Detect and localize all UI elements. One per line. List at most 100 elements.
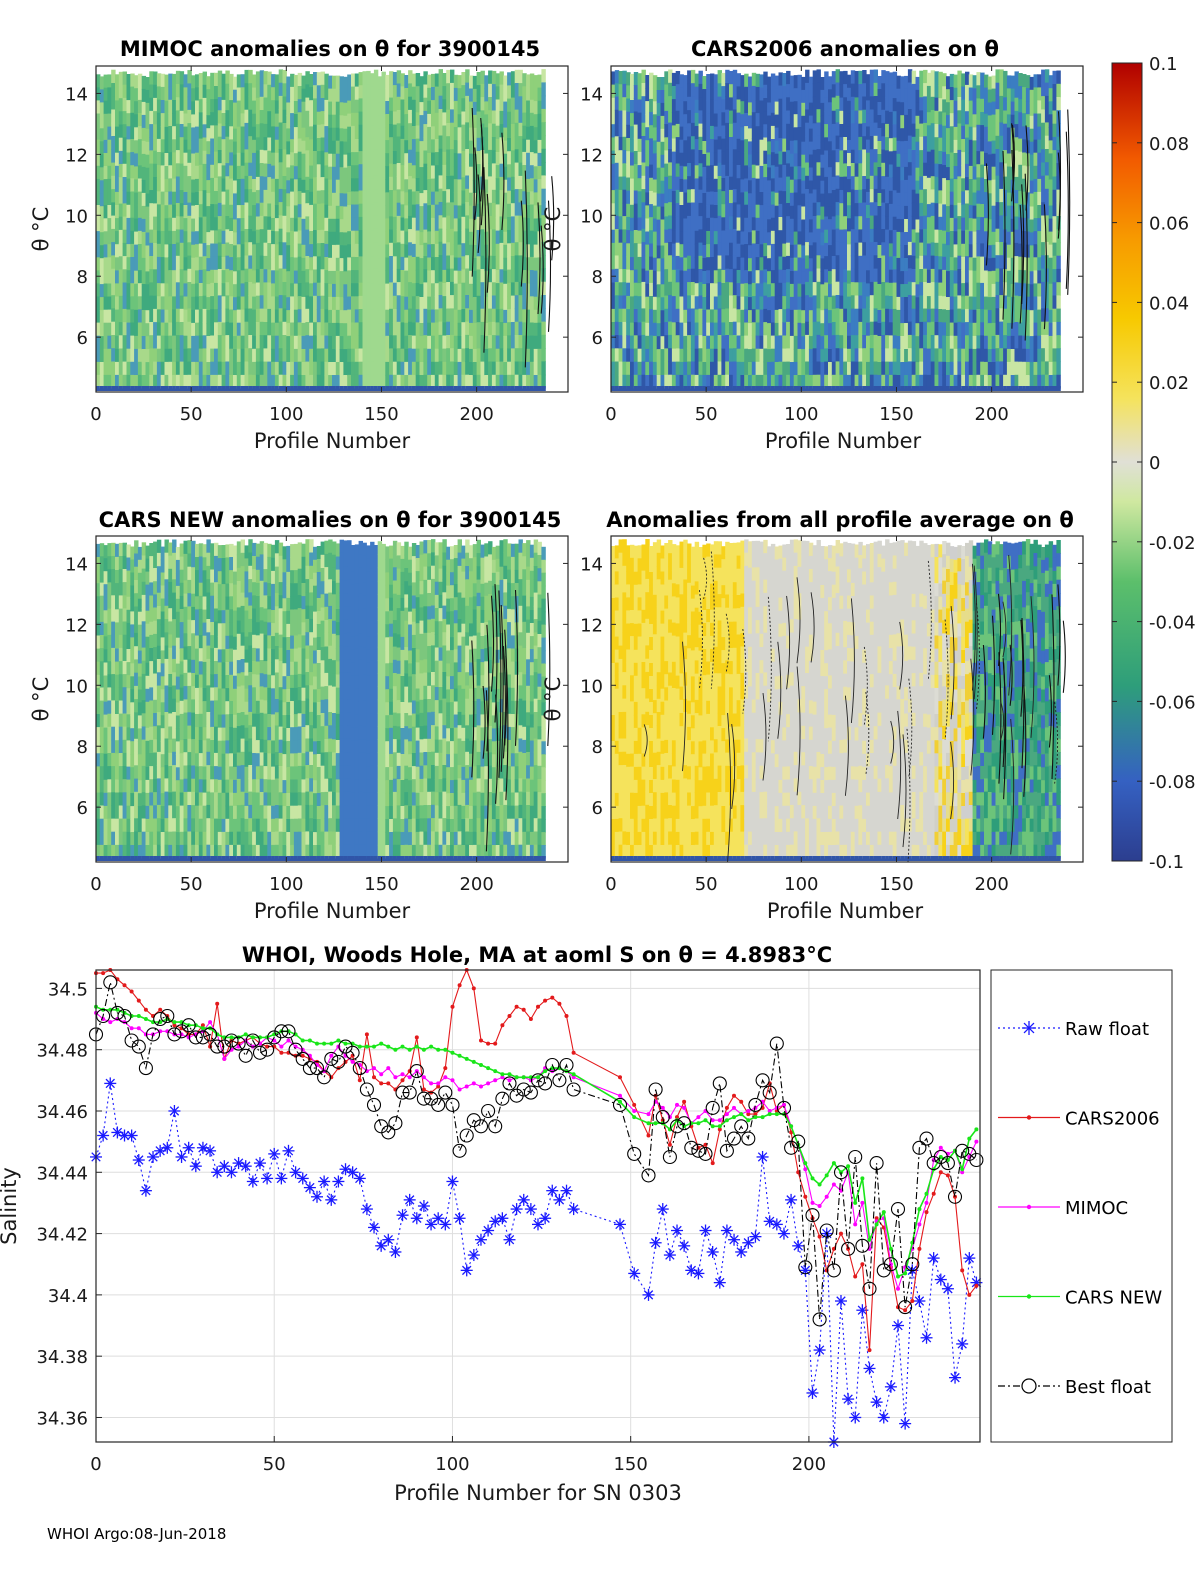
heatmap-cell [118,374,124,389]
heatmap-cell [507,374,512,389]
heatmap-cell [472,153,478,168]
heatmap-cell [183,113,188,128]
heatmap-cell [210,374,215,389]
heatmap-cell [683,114,688,128]
heatmap-cell [343,375,348,389]
heatmap-cell [438,162,443,176]
heatmap-cell [358,269,363,284]
heatmap-cell [293,205,299,219]
heatmap-cell [618,361,623,376]
heatmap-cell [96,283,101,298]
heatmap-cell [195,257,200,271]
heatmap-cell [690,321,696,336]
heatmap-cell [255,97,261,112]
heatmap-cell [507,322,512,336]
heatmap-cell [244,215,249,230]
heatmap-cell [111,242,116,256]
heatmap-cell [518,202,523,217]
heatmap-cell [415,191,421,205]
heatmap-cell [354,374,360,389]
heatmap-cell [767,245,772,259]
heatmap-cell [633,282,639,297]
heatmap-cell [278,149,284,163]
heatmap-cell [404,283,409,298]
heatmap-cell [858,282,863,297]
heatmap-cell [774,153,780,168]
heatmap-cell [694,257,700,271]
heatmap-cell [160,270,166,284]
heatmap-cell [514,175,520,190]
heatmap-cell [118,203,124,218]
heatmap-cell [221,191,226,206]
heatmap-cell [373,334,379,349]
heatmap-cell [649,177,654,192]
heatmap-cell [137,126,143,140]
heatmap-cell [392,243,398,257]
heatmap-cell [732,281,738,296]
heatmap-cell [373,149,379,164]
heatmap-cell [160,73,166,88]
heatmap-cell [668,82,673,97]
heatmap-cell [873,255,878,270]
heatmap-cell [461,177,466,192]
heatmap-cell [107,165,112,180]
heatmap-cell [115,231,120,245]
heatmap-cell [522,99,527,114]
heatmap-cell [721,112,726,126]
heatmap-cell [149,137,154,152]
heatmap-cell [748,297,753,311]
heatmap-cell [491,282,497,297]
heatmap-cell [206,180,211,194]
heatmap-cell [339,167,344,181]
heatmap-cell [904,166,909,181]
heatmap-cell [850,189,856,204]
heatmap-cell [126,165,131,180]
heatmap-cell [115,322,120,337]
heatmap-cell [457,179,462,193]
heatmap-cell [843,269,848,283]
heatmap-cell [210,230,215,245]
heatmap-cell [179,269,185,283]
heatmap-cell [392,137,398,152]
heatmap-cell [229,335,234,350]
heatmap-cell [179,322,185,336]
heatmap-cell [366,321,371,336]
heatmap-cell [533,309,539,324]
heatmap-cell [637,191,642,205]
heatmap-cell [533,322,539,337]
heatmap-cell [271,296,276,311]
heatmap-cell [267,256,272,270]
heatmap-cell [457,335,462,350]
heatmap-cell [491,137,497,151]
heatmap-cell [141,284,147,298]
heatmap-cell [476,72,481,86]
heatmap-cell [358,348,363,363]
heatmap-cell [622,229,627,244]
heatmap-cell [671,296,677,310]
heatmap-cell [160,139,166,153]
heatmap-cell [664,335,669,349]
heatmap-cell [518,386,523,391]
heatmap-cell [461,295,466,310]
heatmap-cell [755,348,760,363]
heatmap-cell [427,335,432,350]
heatmap-cell [419,180,424,194]
heatmap-cell [290,374,295,389]
heatmap-cell [320,348,325,363]
heatmap-cell [649,138,654,153]
heatmap-cell [656,386,662,391]
heatmap-cell [888,269,894,284]
heatmap-cell [812,176,818,191]
heatmap-cell [175,386,181,391]
heatmap-cell [187,215,192,230]
heatmap-cell [721,322,726,337]
heatmap-cell [503,153,508,168]
heatmap-cell [130,270,135,284]
heatmap-cell [400,283,405,297]
heatmap-cell [293,296,299,311]
heatmap-cell [354,322,360,337]
heatmap-cell [862,123,867,137]
heatmap-cell [881,189,886,204]
heatmap-cell [236,244,242,258]
heatmap-cell [347,100,352,115]
